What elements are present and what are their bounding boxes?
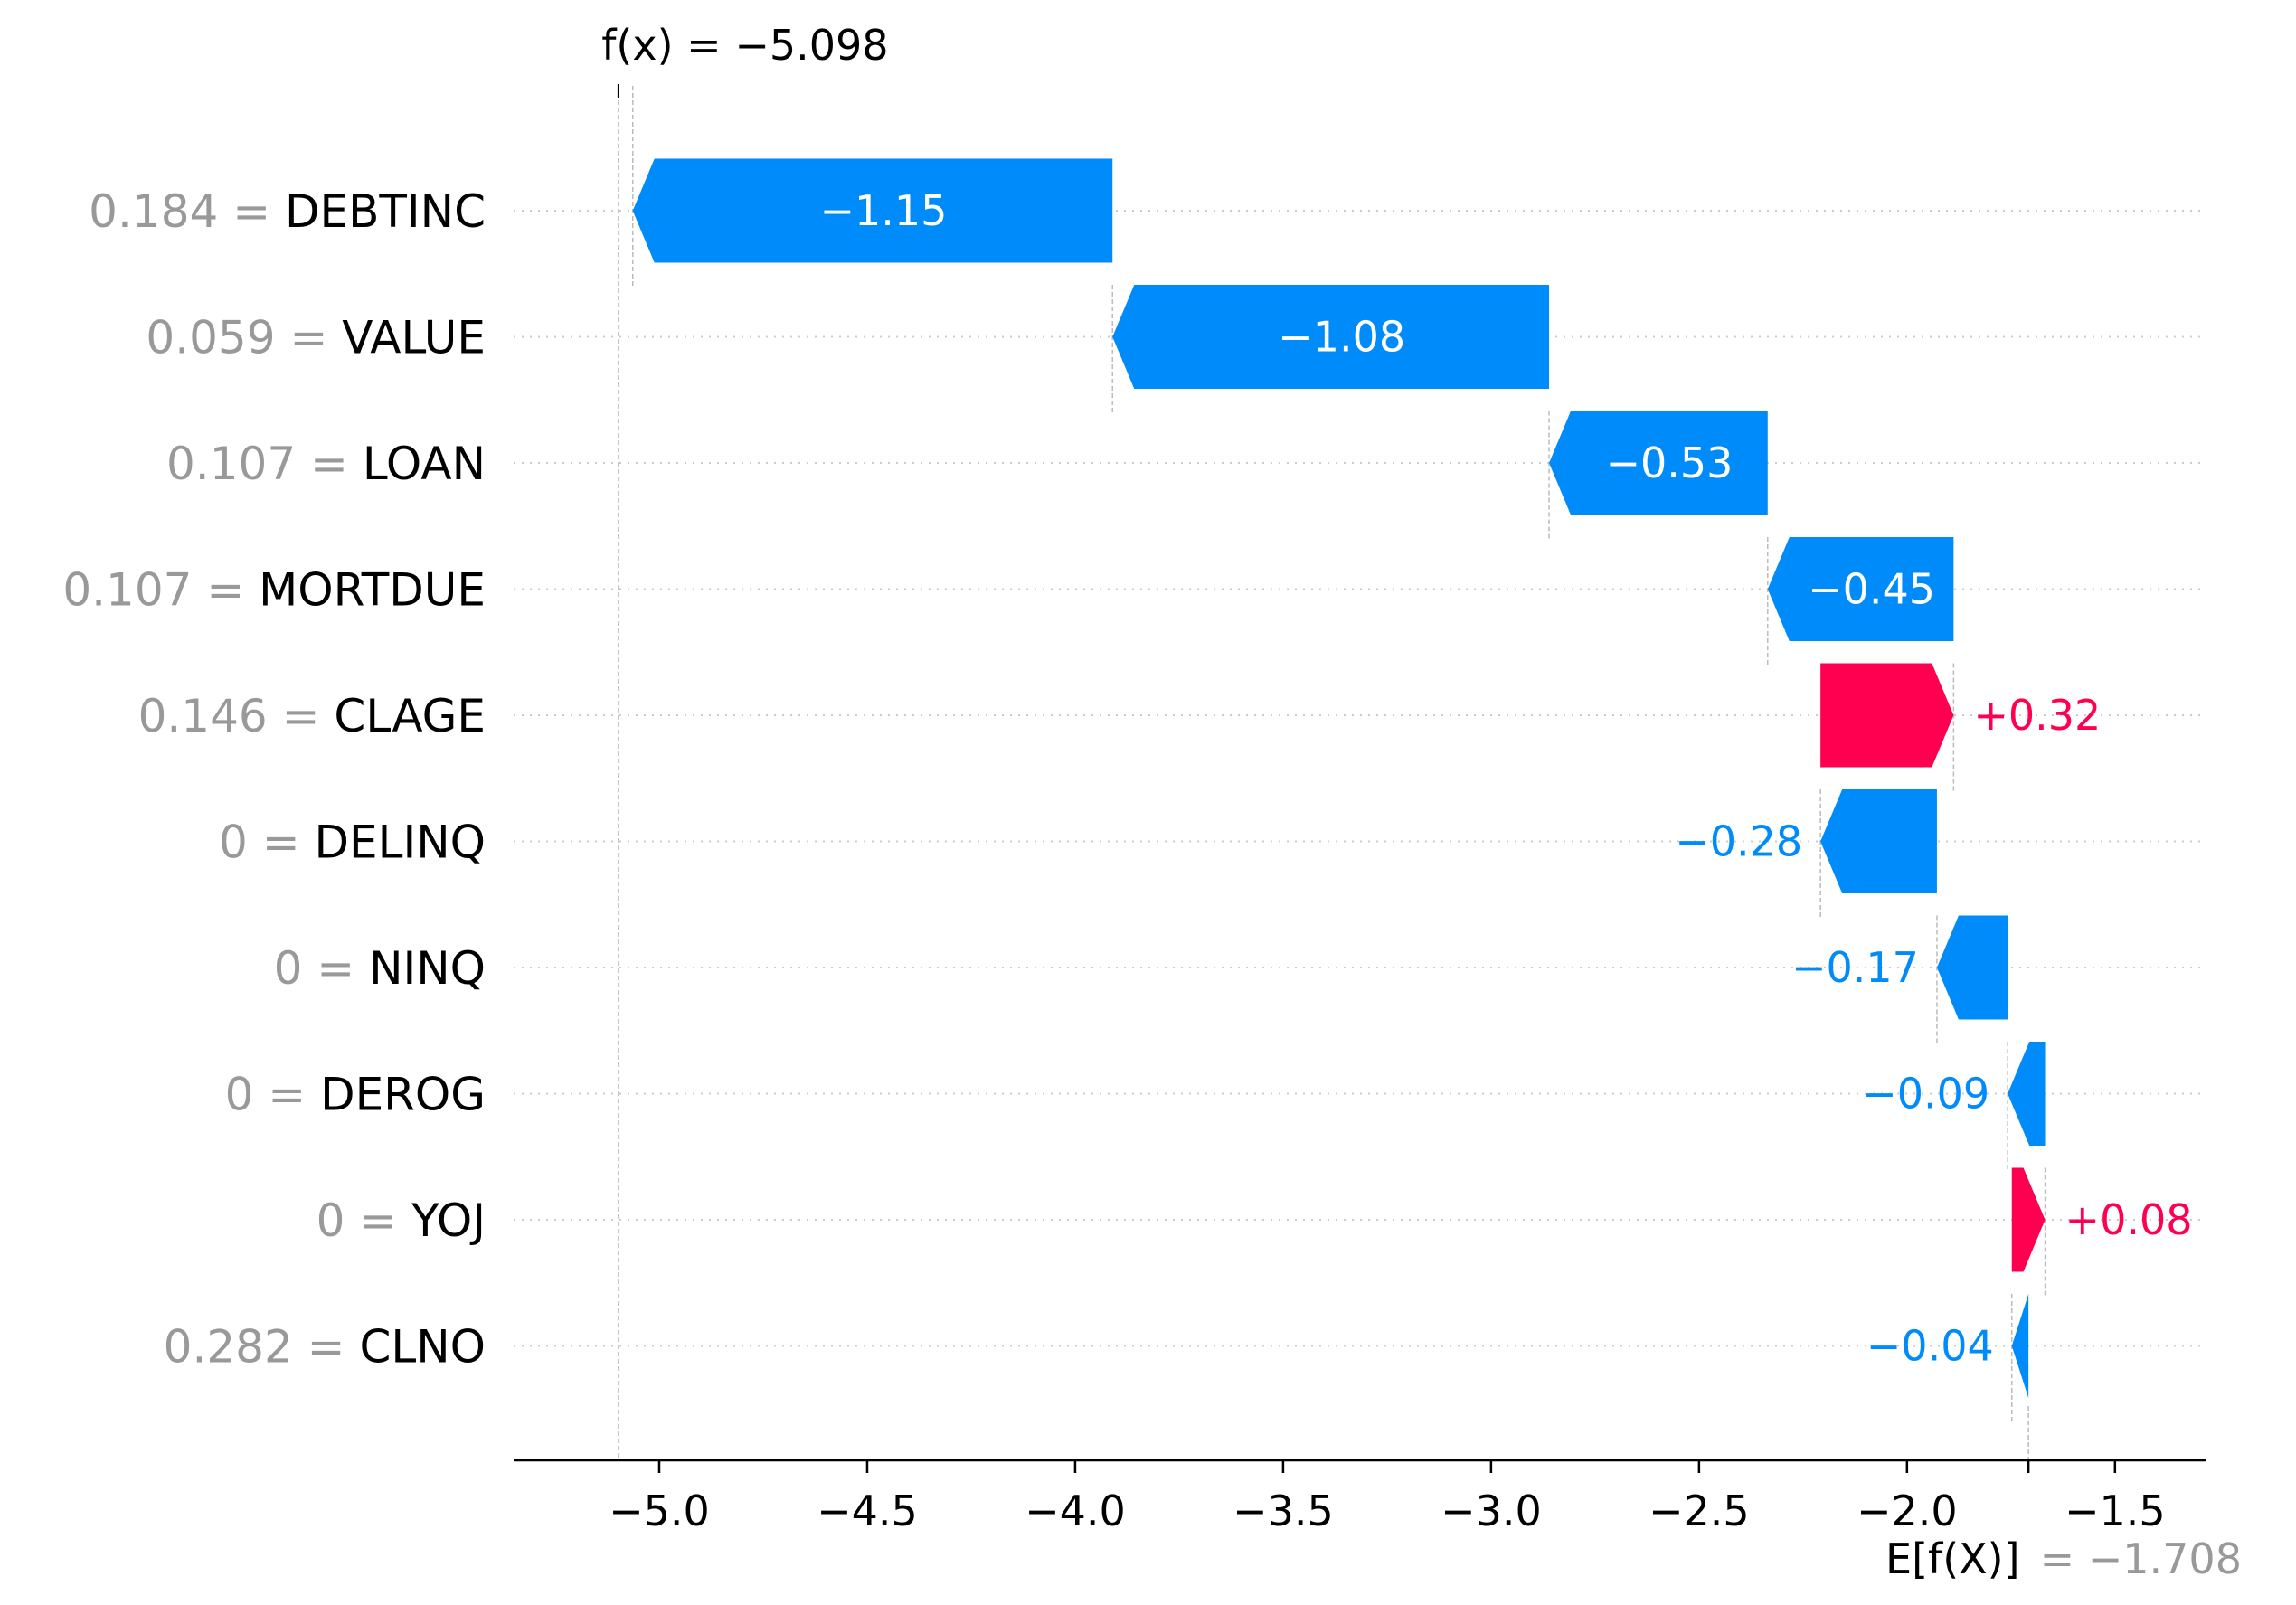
- feature-value: 0 =: [219, 817, 315, 869]
- feature-name: DELINQ: [315, 817, 486, 869]
- feature-name: LOAN: [363, 438, 486, 490]
- x-tick-label: −2.5: [1649, 1487, 1750, 1535]
- feature-labels: 0.184 = DEBTINC −1.15 0.059 = VALUE −1.08 0.…: [62, 185, 2192, 1374]
- x-tick-label: −3.0: [1441, 1487, 1542, 1535]
- bar-value-label: −0.17: [1791, 943, 1919, 992]
- guide-lines: [618, 86, 2046, 1460]
- feature-value: 0 =: [317, 1194, 412, 1247]
- bar-value-label: −0.28: [1675, 817, 1802, 866]
- feature-value: 0.059 =: [146, 312, 342, 364]
- feature-label: 0 = DEROG: [225, 1069, 486, 1121]
- contribution-bar: [2011, 1167, 2046, 1272]
- feature-label: 0.184 = DEBTINC: [89, 185, 486, 238]
- feature-label: 0 = NINQ: [274, 942, 486, 995]
- feature-name: NINQ: [369, 942, 486, 995]
- feature-label: 0.107 = MORTDUE: [62, 564, 486, 617]
- bar-value-label: −0.53: [1605, 439, 1733, 487]
- feature-name: CLAGE: [334, 690, 486, 742]
- feature-label: 0 = DELINQ: [219, 817, 486, 869]
- x-tick-label: −1.5: [2065, 1487, 2166, 1535]
- bar-value-label: +0.08: [2065, 1195, 2193, 1244]
- feature-value: 0.282 =: [164, 1321, 360, 1374]
- x-tick-label: −3.5: [1233, 1487, 1334, 1535]
- contribution-bar: [1112, 285, 1550, 389]
- feature-value: 0 =: [225, 1069, 321, 1121]
- feature-value: 0.184 =: [89, 185, 285, 238]
- feature-label: 0 = YOJ: [317, 1194, 486, 1247]
- feature-value: 0.107 =: [166, 438, 363, 490]
- feature-value: 0.146 =: [138, 690, 335, 742]
- expected-value-number: = −1.708: [2040, 1534, 2242, 1583]
- expected-value-label: E[f(X)] = −1.708: [1885, 1534, 2242, 1583]
- bars: [632, 158, 2046, 1398]
- contribution-bar: [632, 158, 1113, 263]
- x-tick-label: −2.0: [1857, 1487, 1958, 1535]
- contribution-bar: [1936, 915, 2008, 1020]
- x-tick-label: −4.0: [1025, 1487, 1126, 1535]
- contribution-bar: [1549, 411, 1768, 515]
- feature-label: 0.059 = VALUE: [146, 312, 486, 364]
- x-tick-label: −5.0: [609, 1487, 710, 1535]
- feature-name: YOJ: [411, 1194, 486, 1247]
- expected-value-symbol: E[f(X)]: [1885, 1534, 2020, 1583]
- feature-label: 0.146 = CLAGE: [138, 690, 486, 742]
- x-tick-label: −4.5: [817, 1487, 918, 1535]
- x-axis: −5.0 −4.5 −4.0 −3.5 −3.0 −2.5 −2.0 −1.5: [514, 84, 2206, 1535]
- bar-value-label: −0.04: [1866, 1322, 1994, 1371]
- bar-value-label: −0.09: [1862, 1070, 1989, 1119]
- contribution-bar: [1820, 789, 1937, 893]
- feature-name: MORTDUE: [259, 564, 486, 617]
- feature-value: 0.107 =: [62, 564, 259, 617]
- fx-label: f(x) = −5.098: [601, 21, 888, 70]
- feature-value: 0 =: [274, 942, 370, 995]
- contribution-bar: [2008, 1042, 2046, 1146]
- feature-name: DEBTINC: [285, 185, 486, 238]
- feature-label: 0.282 = CLNO: [164, 1321, 486, 1374]
- bar-value-label: −1.15: [819, 186, 947, 235]
- contribution-bar: [1820, 663, 1954, 768]
- contribution-bar: [2011, 1294, 2029, 1398]
- bar-value-label: −1.08: [1278, 313, 1405, 362]
- feature-name: DEROG: [320, 1069, 486, 1121]
- feature-name: VALUE: [342, 312, 486, 364]
- feature-label: 0.107 = LOAN: [166, 438, 486, 490]
- contribution-bar: [1767, 537, 1954, 641]
- bar-value-label: +0.32: [1973, 691, 2101, 740]
- feature-name: CLNO: [359, 1321, 486, 1374]
- bar-value-label: −0.45: [1808, 565, 1935, 614]
